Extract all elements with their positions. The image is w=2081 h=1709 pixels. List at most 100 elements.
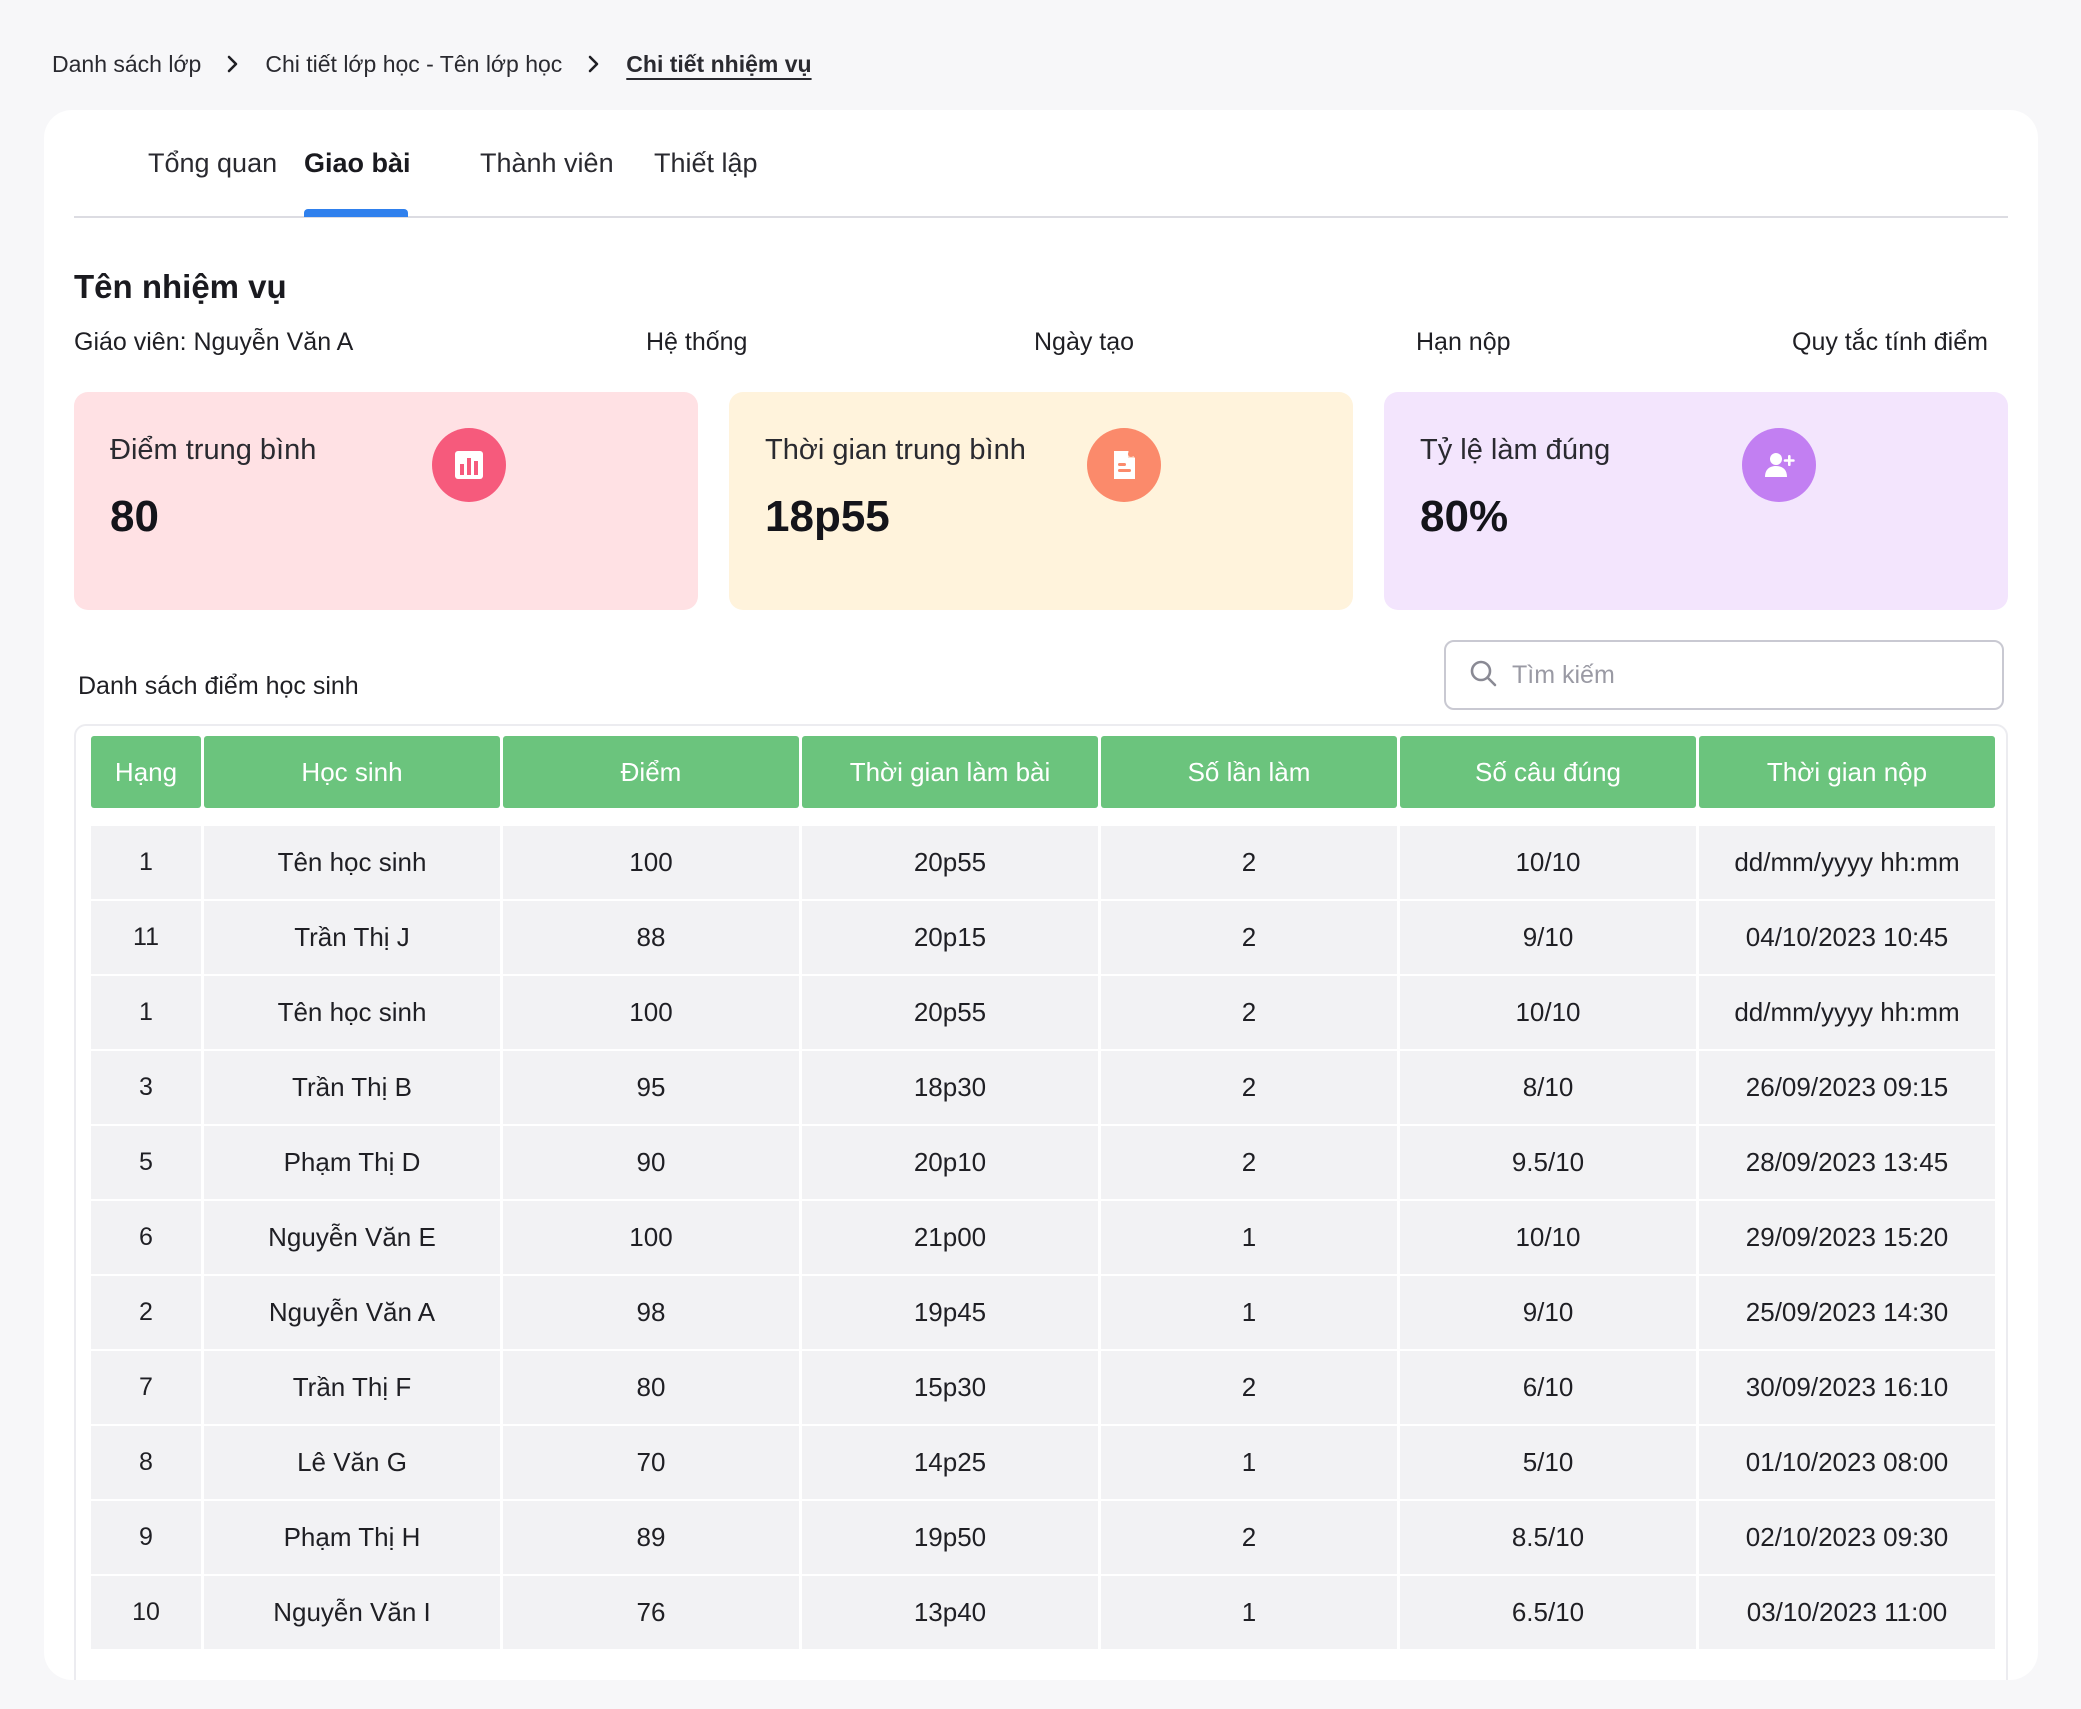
- tab-overview[interactable]: Tổng quan: [148, 148, 278, 178]
- header-duration[interactable]: Thời gian làm bài: [802, 736, 1098, 808]
- header-student[interactable]: Học sinh: [204, 736, 500, 808]
- cell-correct: 9.5/10: [1400, 1126, 1696, 1201]
- cell-attempts: 1: [1101, 1576, 1397, 1651]
- table-row[interactable]: 1 Tên học sinh 100 20p55 2 10/10 dd/mm/yyyy hh…: [91, 976, 1995, 1051]
- header-correct[interactable]: Số câu đúng: [1400, 736, 1696, 808]
- cell-duration: 13p40: [802, 1576, 1098, 1651]
- cell-submitted: dd/mm/yyyy hh:mm: [1699, 976, 1995, 1051]
- cell-rank: 5: [91, 1126, 201, 1201]
- cell-submitted: 04/10/2023 10:45: [1699, 901, 1995, 976]
- cell-score: 98: [503, 1276, 799, 1351]
- task-title: Tên nhiệm vụ: [74, 268, 287, 305]
- stat-value: 18p55: [765, 492, 890, 541]
- cell-student: Tên học sinh: [204, 826, 500, 901]
- cell-score: 90: [503, 1126, 799, 1201]
- cell-submitted: 30/09/2023 16:10: [1699, 1351, 1995, 1426]
- deadline-label: Hạn nộp: [1416, 328, 1511, 356]
- document-icon: [1087, 428, 1161, 502]
- cell-attempts: 2: [1101, 1051, 1397, 1126]
- average-time-card: Thời gian trung bình 18p55: [729, 392, 1353, 610]
- header-attempts[interactable]: Số lần làm: [1101, 736, 1397, 808]
- cell-correct: 9/10: [1400, 1276, 1696, 1351]
- stat-value: 80%: [1420, 492, 1509, 541]
- cell-score: 88: [503, 901, 799, 976]
- cell-student: Nguyễn Văn A: [204, 1276, 500, 1351]
- cell-duration: 15p30: [802, 1351, 1098, 1426]
- cell-attempts: 2: [1101, 1501, 1397, 1576]
- cell-score: 100: [503, 826, 799, 901]
- table-header-row: Hạng Học sinh Điểm Thời gian làm bài Số …: [91, 736, 1995, 808]
- cell-correct: 10/10: [1400, 976, 1696, 1051]
- table-row[interactable]: 10 Nguyễn Văn I 76 13p40 1 6.5/10 03/10/2023 1…: [91, 1576, 1995, 1651]
- cell-rank: 9: [91, 1501, 201, 1576]
- tab-assignments[interactable]: Giao bài: [304, 148, 411, 178]
- cell-attempts: 2: [1101, 1351, 1397, 1426]
- cell-rank: 6: [91, 1201, 201, 1276]
- cell-score: 76: [503, 1576, 799, 1651]
- cell-correct: 6.5/10: [1400, 1576, 1696, 1651]
- chevron-right-icon: [580, 50, 608, 78]
- cell-submitted: 26/09/2023 09:15: [1699, 1051, 1995, 1126]
- cell-student: Trần Thị B: [204, 1051, 500, 1126]
- cell-attempts: 2: [1101, 901, 1397, 976]
- cell-duration: 19p45: [802, 1276, 1098, 1351]
- cell-attempts: 2: [1101, 976, 1397, 1051]
- breadcrumb-class-list[interactable]: Danh sách lớp: [52, 50, 202, 77]
- cell-submitted: 25/09/2023 14:30: [1699, 1276, 1995, 1351]
- cell-duration: 18p30: [802, 1051, 1098, 1126]
- stat-value: 80: [110, 492, 159, 541]
- table-row[interactable]: 11 Trần Thị J 88 20p15 2 9/10 04/10/2023 10:45: [91, 901, 1995, 976]
- add-user-icon: [1742, 428, 1816, 502]
- cell-correct: 10/10: [1400, 1201, 1696, 1276]
- table-row[interactable]: 6 Nguyễn Văn E 100 21p00 1 10/10 29/09/2023 15…: [91, 1201, 1995, 1276]
- tab-members[interactable]: Thành viên: [480, 148, 614, 178]
- cell-student: Nguyễn Văn E: [204, 1201, 500, 1276]
- cell-attempts: 1: [1101, 1201, 1397, 1276]
- cell-duration: 20p55: [802, 826, 1098, 901]
- cell-student: Phạm Thị D: [204, 1126, 500, 1201]
- cell-rank: 7: [91, 1351, 201, 1426]
- system-label: Hệ thống: [646, 328, 748, 356]
- cell-attempts: 1: [1101, 1426, 1397, 1501]
- cell-score: 70: [503, 1426, 799, 1501]
- teacher-label: Giáo viên: Nguyễn Văn A: [74, 328, 354, 356]
- table-row[interactable]: 2 Nguyễn Văn A 98 19p45 1 9/10 25/09/2023 14:3…: [91, 1276, 1995, 1351]
- header-submitted[interactable]: Thời gian nộp: [1699, 736, 1995, 808]
- header-rank[interactable]: Hạng: [91, 736, 201, 808]
- cell-rank: 3: [91, 1051, 201, 1126]
- cell-duration: 20p55: [802, 976, 1098, 1051]
- breadcrumb-task-detail[interactable]: Chi tiết nhiệm vụ: [626, 50, 812, 77]
- table-row[interactable]: 9 Phạm Thị H 89 19p50 2 8.5/10 02/10/2023 09:3…: [91, 1501, 1995, 1576]
- student-score-list-title: Danh sách điểm học sinh: [78, 672, 359, 700]
- created-date-label: Ngày tạo: [1034, 328, 1135, 356]
- bar-chart-icon: [432, 428, 506, 502]
- table-row[interactable]: 3 Trần Thị B 95 18p30 2 8/10 26/09/2023 09:15: [91, 1051, 1995, 1126]
- cell-correct: 9/10: [1400, 901, 1696, 976]
- cell-rank: 2: [91, 1276, 201, 1351]
- cell-score: 100: [503, 976, 799, 1051]
- score-table-container[interactable]: Hạng Học sinh Điểm Thời gian làm bài Số …: [74, 724, 2008, 1680]
- cell-attempts: 2: [1101, 1126, 1397, 1201]
- search-box: [1444, 640, 2004, 710]
- header-score[interactable]: Điểm: [503, 736, 799, 808]
- breadcrumb-class-detail[interactable]: Chi tiết lớp học - Tên lớp học: [265, 50, 563, 77]
- table-row[interactable]: 8 Lê Văn G 70 14p25 1 5/10 01/10/2023 08:00: [91, 1426, 1995, 1501]
- score-table: Hạng Học sinh Điểm Thời gian làm bài Số …: [88, 736, 1998, 1651]
- cell-submitted: 03/10/2023 11:00: [1699, 1576, 1995, 1651]
- cell-attempts: 2: [1101, 826, 1397, 901]
- search-input[interactable]: [1512, 660, 1972, 690]
- cell-student: Nguyễn Văn I: [204, 1576, 500, 1651]
- table-row[interactable]: 7 Trần Thị F 80 15p30 2 6/10 30/09/2023 16:10: [91, 1351, 1995, 1426]
- cell-student: Phạm Thị H: [204, 1501, 500, 1576]
- cell-student: Trần Thị F: [204, 1351, 500, 1426]
- cell-correct: 5/10: [1400, 1426, 1696, 1501]
- cell-submitted: 29/09/2023 15:20: [1699, 1201, 1995, 1276]
- cell-duration: 14p25: [802, 1426, 1098, 1501]
- table-row[interactable]: 5 Phạm Thị D 90 20p10 2 9.5/10 28/09/2023 13:4…: [91, 1126, 1995, 1201]
- cell-submitted: 28/09/2023 13:45: [1699, 1126, 1995, 1201]
- table-row[interactable]: 1 Tên học sinh 100 20p55 2 10/10 dd/mm/yyyy hh…: [91, 826, 1995, 901]
- cell-submitted: dd/mm/yyyy hh:mm: [1699, 826, 1995, 901]
- tab-settings[interactable]: Thiết lập: [654, 148, 758, 178]
- cell-duration: 20p15: [802, 901, 1098, 976]
